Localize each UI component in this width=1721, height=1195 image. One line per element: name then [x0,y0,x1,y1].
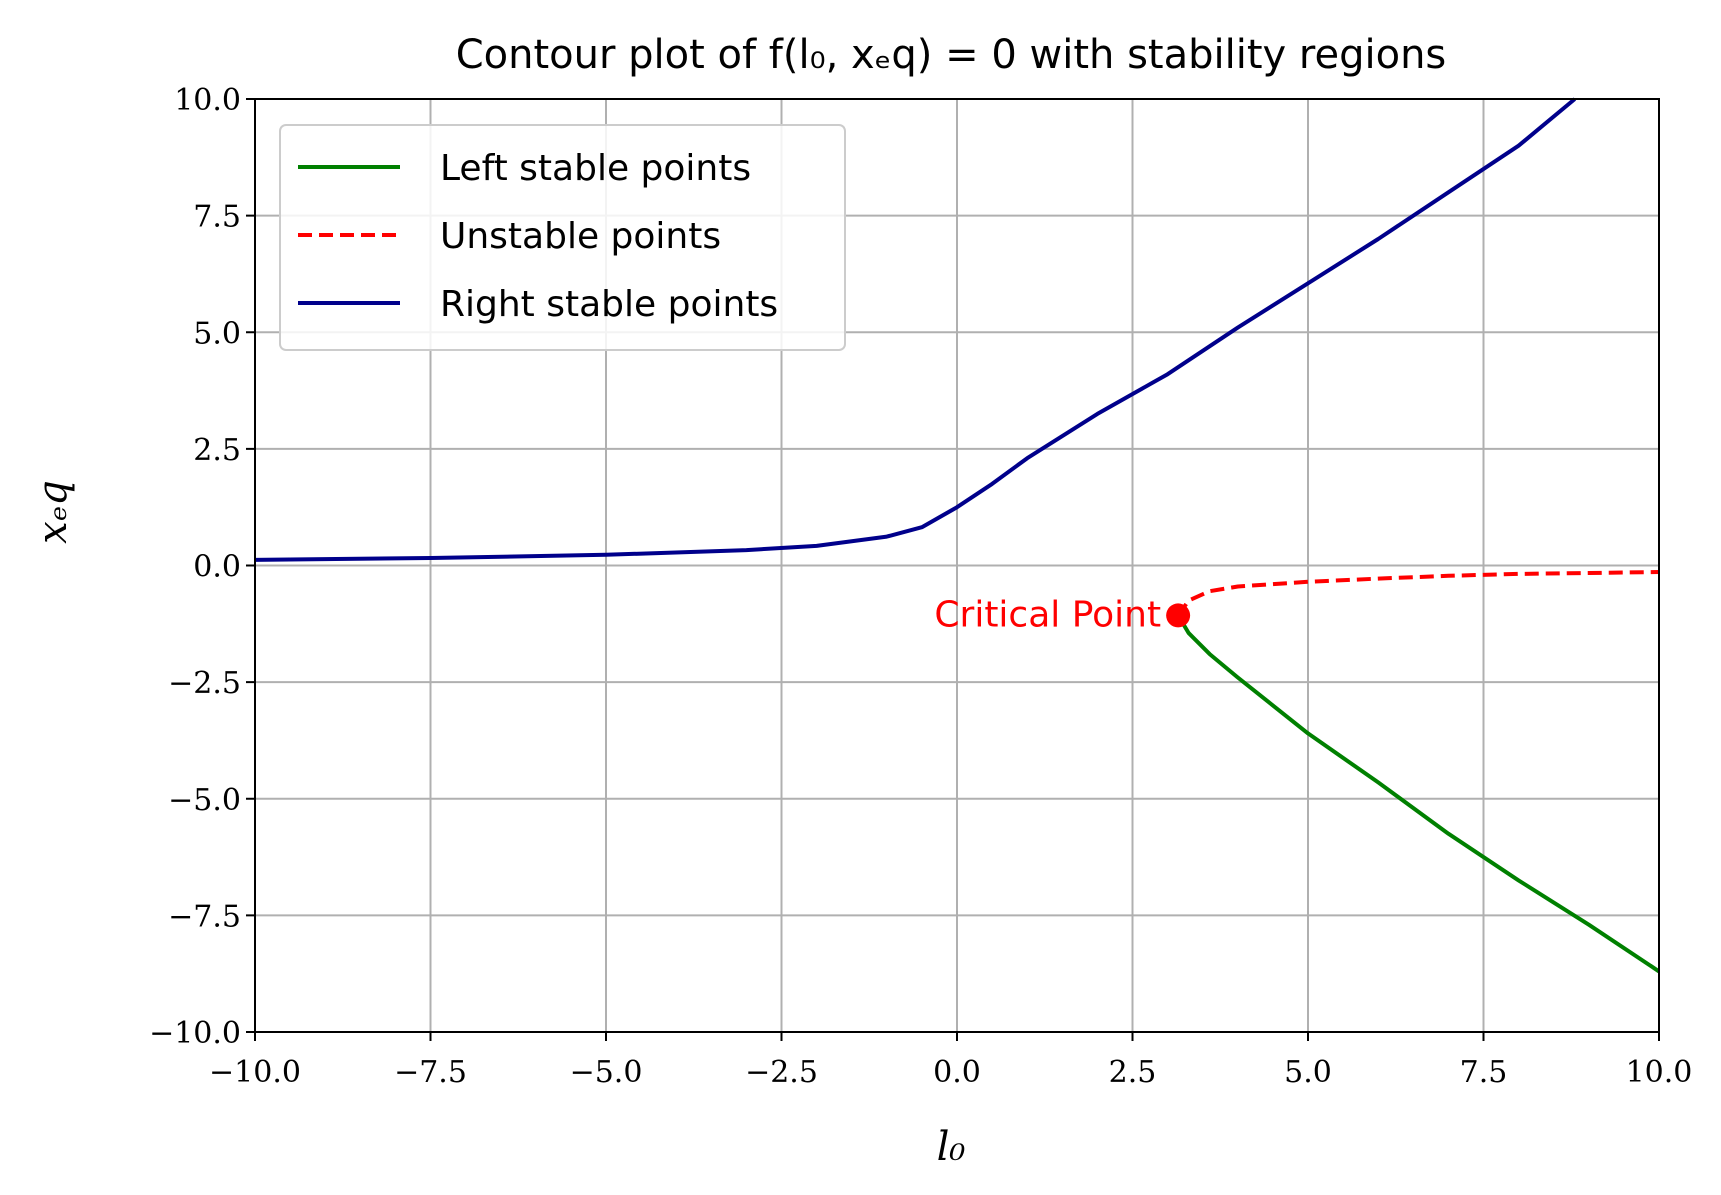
series-line-2 [1176,570,1660,617]
y-tick-label: 2.5 [193,433,241,468]
legend-box [279,124,846,351]
x-tick-label: −2.5 [745,1055,818,1090]
y-tick-label: 0.0 [193,550,241,585]
critical-point-label: Critical Point [934,594,1161,635]
series-line-1 [1176,614,1661,974]
x-tick-label: 5.0 [1284,1055,1332,1090]
y-tick-label: −10.0 [149,1016,241,1051]
x-ticks: −10.0 −7.5 −5.0 −2.5 0.0 2.5 5.0 7.5 10.0 [209,1032,1692,1090]
x-tick-label: 2.5 [1109,1055,1157,1090]
series-layer [254,97,1661,974]
y-axis-label: xₑq [30,480,76,544]
chart-title: Contour plot of f(l₀, xₑq) = 0 with stab… [456,32,1447,78]
series-line-3 [254,97,1577,562]
annotation-layer: Critical Point [934,594,1191,635]
x-tick-label: 7.5 [1460,1055,1508,1090]
y-tick-label: 7.5 [193,200,241,235]
x-tick-label: 10.0 [1626,1055,1693,1090]
y-tick-label: −7.5 [168,899,241,934]
x-tick-label: 0.0 [933,1055,981,1090]
x-tick-label: −7.5 [394,1055,467,1090]
legend: Left stable points Unstable points Right s… [279,124,846,351]
y-tick-label: 10.0 [174,83,241,118]
x-tick-label: −5.0 [570,1055,643,1090]
critical-point-marker [1166,603,1191,628]
x-tick-label: −10.0 [209,1055,301,1090]
legend-label: Right stable points [440,284,778,325]
y-ticks: −10.0 −7.5 −5.0 −2.5 0.0 2.5 5.0 7.5 10.0 [149,83,255,1051]
legend-label: Left stable points [440,148,751,189]
x-axis-label: l₀ [937,1124,966,1170]
y-tick-label: −5.0 [168,783,241,818]
y-tick-label: 5.0 [193,316,241,351]
y-tick-label: −2.5 [168,666,241,701]
legend-label: Unstable points [440,216,721,257]
